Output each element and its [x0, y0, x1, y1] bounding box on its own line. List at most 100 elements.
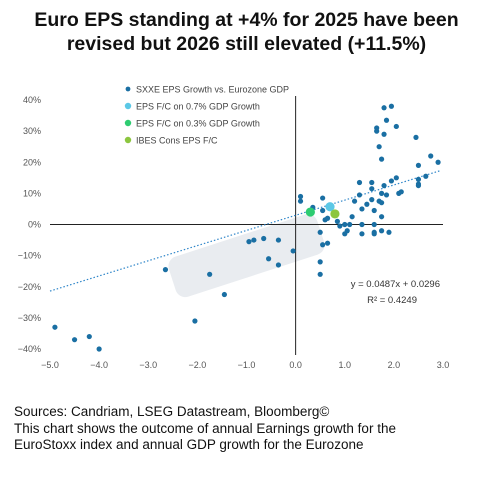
highlight-layer	[168, 214, 325, 298]
data-point	[266, 256, 272, 262]
data-point	[334, 218, 340, 224]
data-point	[371, 221, 377, 228]
trend-layer	[49, 169, 441, 292]
data-point	[364, 201, 370, 207]
data-point	[393, 123, 399, 130]
series-1	[325, 202, 335, 212]
y-tick-label: 0%	[28, 220, 41, 230]
data-point	[371, 231, 377, 237]
data-point	[52, 324, 58, 330]
sources-text: Sources: Candriam, LSEG Datastream, Bloo…	[14, 404, 330, 419]
forecast-point	[305, 207, 315, 217]
y-tick-label: −20%	[18, 282, 41, 292]
legend: SXXE EPS Growth vs. Eurozone GDP EPS F/C …	[124, 84, 289, 145]
legend-label: IBES Cons EPS F/C	[136, 135, 218, 145]
scatter-chart: −5.0 −4.0 −3.0 −2.0 −1.0 0.0 1.0 2.0 3.0 −40% −30%…	[18, 84, 450, 370]
data-point	[351, 198, 358, 204]
legend-label: EPS F/C on 0.3% GDP Growth	[136, 118, 260, 128]
data-point	[374, 125, 380, 131]
y-tick-label: −40%	[18, 344, 41, 354]
data-point	[297, 198, 304, 204]
x-tick-label: −1.0	[238, 360, 256, 370]
data-point	[324, 240, 331, 246]
data-point	[381, 105, 387, 111]
data-point	[359, 231, 365, 237]
x-tick-label: −5.0	[41, 360, 59, 370]
data-point	[369, 197, 375, 203]
data-point	[369, 179, 375, 186]
data-point	[369, 186, 375, 192]
data-point	[86, 333, 92, 340]
data-point	[378, 214, 385, 220]
data-point	[383, 192, 390, 198]
x-tick-label: −3.0	[139, 360, 157, 370]
description-line-2: EuroStoxx index and annual GDP growth fo…	[14, 437, 364, 452]
data-point	[246, 239, 252, 245]
data-point	[320, 207, 326, 214]
x-tick-label: −2.0	[188, 360, 206, 370]
chart-title-line-1: Euro EPS standing at +4% for 2025 have b…	[34, 9, 459, 31]
axes-layer: −5.0 −4.0 −3.0 −2.0 −1.0 0.0 1.0 2.0 3.0 −40% −30%…	[18, 95, 450, 370]
series-2	[305, 207, 315, 217]
data-point	[378, 200, 385, 206]
data-point	[371, 207, 377, 214]
series-3	[330, 209, 340, 219]
data-point	[162, 267, 169, 273]
legend-marker	[124, 119, 132, 127]
data-point	[320, 195, 326, 201]
forecast-point	[325, 202, 335, 212]
y-tick-label: 10%	[23, 188, 41, 198]
footer-notes: Sources: Candriam, LSEG Datastream, Bloo…	[14, 404, 484, 454]
r-squared-label: R² = 0.4249	[367, 295, 417, 306]
x-tick-label: 0.0	[289, 360, 302, 370]
data-point	[207, 271, 213, 277]
data-point	[261, 235, 267, 242]
legend-label: SXXE EPS Growth vs. Eurozone GDP	[136, 84, 289, 94]
series-0	[52, 103, 441, 352]
data-point	[275, 237, 282, 243]
data-point	[347, 221, 353, 228]
data-point	[297, 193, 304, 200]
regression-equation: y = 0.0487x + 0.0296	[351, 279, 440, 290]
data-point	[415, 162, 422, 168]
data-point	[356, 192, 363, 198]
regression-annotation: y = 0.0487x + 0.0296 R² = 0.4249	[351, 279, 440, 306]
data-point	[428, 153, 434, 159]
data-point	[317, 271, 323, 277]
data-point	[393, 175, 399, 181]
y-tick-label: 30%	[23, 126, 41, 136]
data-point	[359, 206, 365, 212]
trend-line	[49, 169, 441, 292]
data-point	[386, 229, 392, 235]
data-point	[423, 173, 429, 179]
legend-marker	[124, 136, 132, 144]
data-point	[378, 228, 385, 234]
legend-marker	[125, 86, 131, 92]
data-point	[337, 223, 343, 229]
data-point	[342, 221, 348, 228]
data-point	[359, 221, 365, 228]
data-point	[324, 215, 331, 221]
data-point	[251, 237, 257, 243]
data-point	[388, 103, 395, 109]
data-point	[383, 117, 390, 123]
data-point	[290, 248, 296, 254]
highlight-band	[168, 214, 325, 298]
data-point	[221, 291, 227, 298]
chart-title: Euro EPS standing at +4% for 2025 have b…	[0, 8, 493, 56]
data-point	[378, 190, 385, 196]
y-tick-label: −10%	[18, 251, 41, 261]
forecast-point	[330, 209, 340, 219]
x-tick-label: 3.0	[437, 360, 450, 370]
data-point	[413, 134, 419, 140]
x-tick-label: −4.0	[90, 360, 108, 370]
points-layer	[52, 103, 441, 352]
data-point	[192, 318, 198, 324]
data-point	[275, 262, 282, 268]
data-point	[320, 242, 326, 248]
data-point	[415, 176, 422, 182]
data-point	[356, 179, 363, 186]
y-tick-label: −30%	[18, 313, 41, 323]
data-point	[435, 159, 441, 165]
legend-marker	[124, 102, 132, 110]
